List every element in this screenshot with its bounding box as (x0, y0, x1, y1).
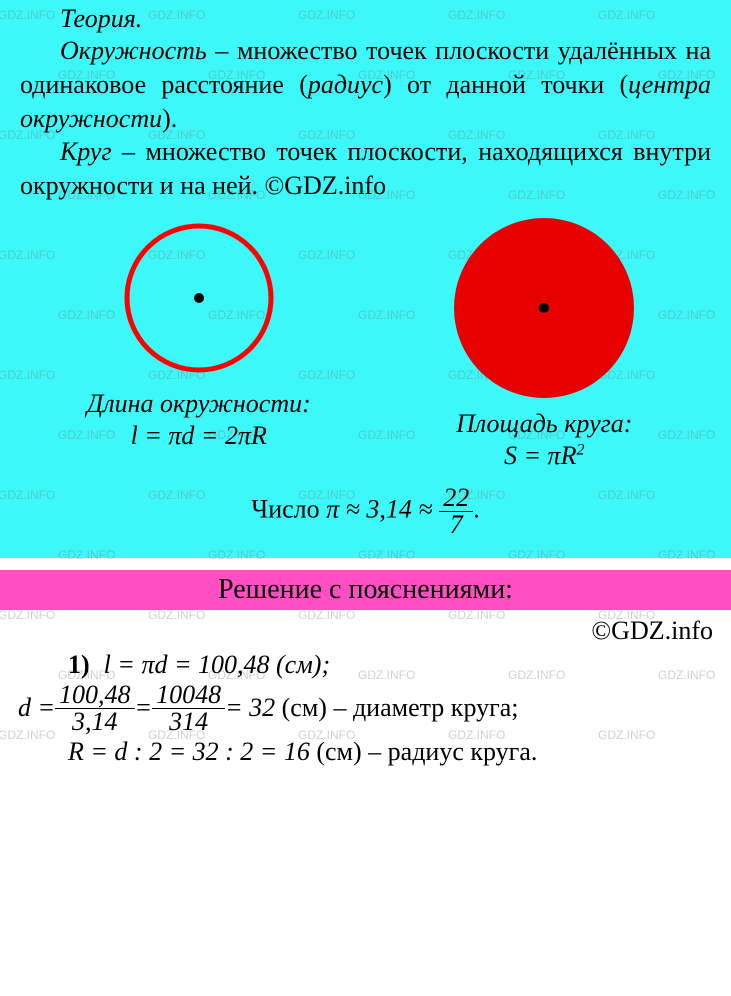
solution-line-1: 1) l = πd = 100,48 (см); (18, 650, 713, 680)
copyright: ©GDZ.info (18, 616, 713, 646)
term-radius: радиус (308, 70, 383, 99)
item-number: 1) (68, 650, 90, 680)
solution-body: ©GDZ.info 1) l = πd = 100,48 (см); d = 1… (0, 610, 731, 783)
solution-line-2: d = 100,48 3,14 = 10048 314 = 32 (см) – … (18, 682, 713, 735)
area-formula: S = πR2 (444, 441, 644, 471)
circles-row: Длина окружности: l = πd = 2πR Площадь к… (20, 213, 711, 471)
circumference-formula: l = πd = 2πR (87, 421, 311, 451)
circumference-block: Длина окружности: l = πd = 2πR (87, 213, 311, 451)
term-circle: Окружность (60, 36, 207, 65)
term-disk: Круг (60, 137, 112, 166)
circle-filled-icon (444, 213, 644, 403)
pi-row: Число π ≈ 3,14 ≈ 227. (20, 485, 711, 538)
theory-para-2: Круг – множество точек плоскости, находя… (20, 135, 711, 203)
theory-section: Теория. Окружность – множество точек пло… (0, 0, 731, 558)
area-block: Площадь круга: S = πR2 (444, 213, 644, 471)
pi-fraction: 227 (439, 485, 473, 538)
circle-outline-icon (114, 213, 284, 383)
fraction-2: 10048 314 (152, 682, 225, 735)
solution-header: Решение с пояснениями: (0, 570, 731, 610)
solution-line-3: R = d : 2 = 32 : 2 = 16 (см) – радиус кр… (18, 737, 713, 767)
fraction-1: 100,48 3,14 (55, 682, 135, 735)
area-label: Площадь круга: (444, 409, 644, 439)
circumference-label: Длина окружности: (87, 389, 311, 419)
theory-title: Теория. (20, 4, 711, 34)
pi-approx: π ≈ 3,14 ≈ (326, 494, 439, 523)
theory-para-1: Окружность – множество точек плоскости у… (20, 34, 711, 135)
